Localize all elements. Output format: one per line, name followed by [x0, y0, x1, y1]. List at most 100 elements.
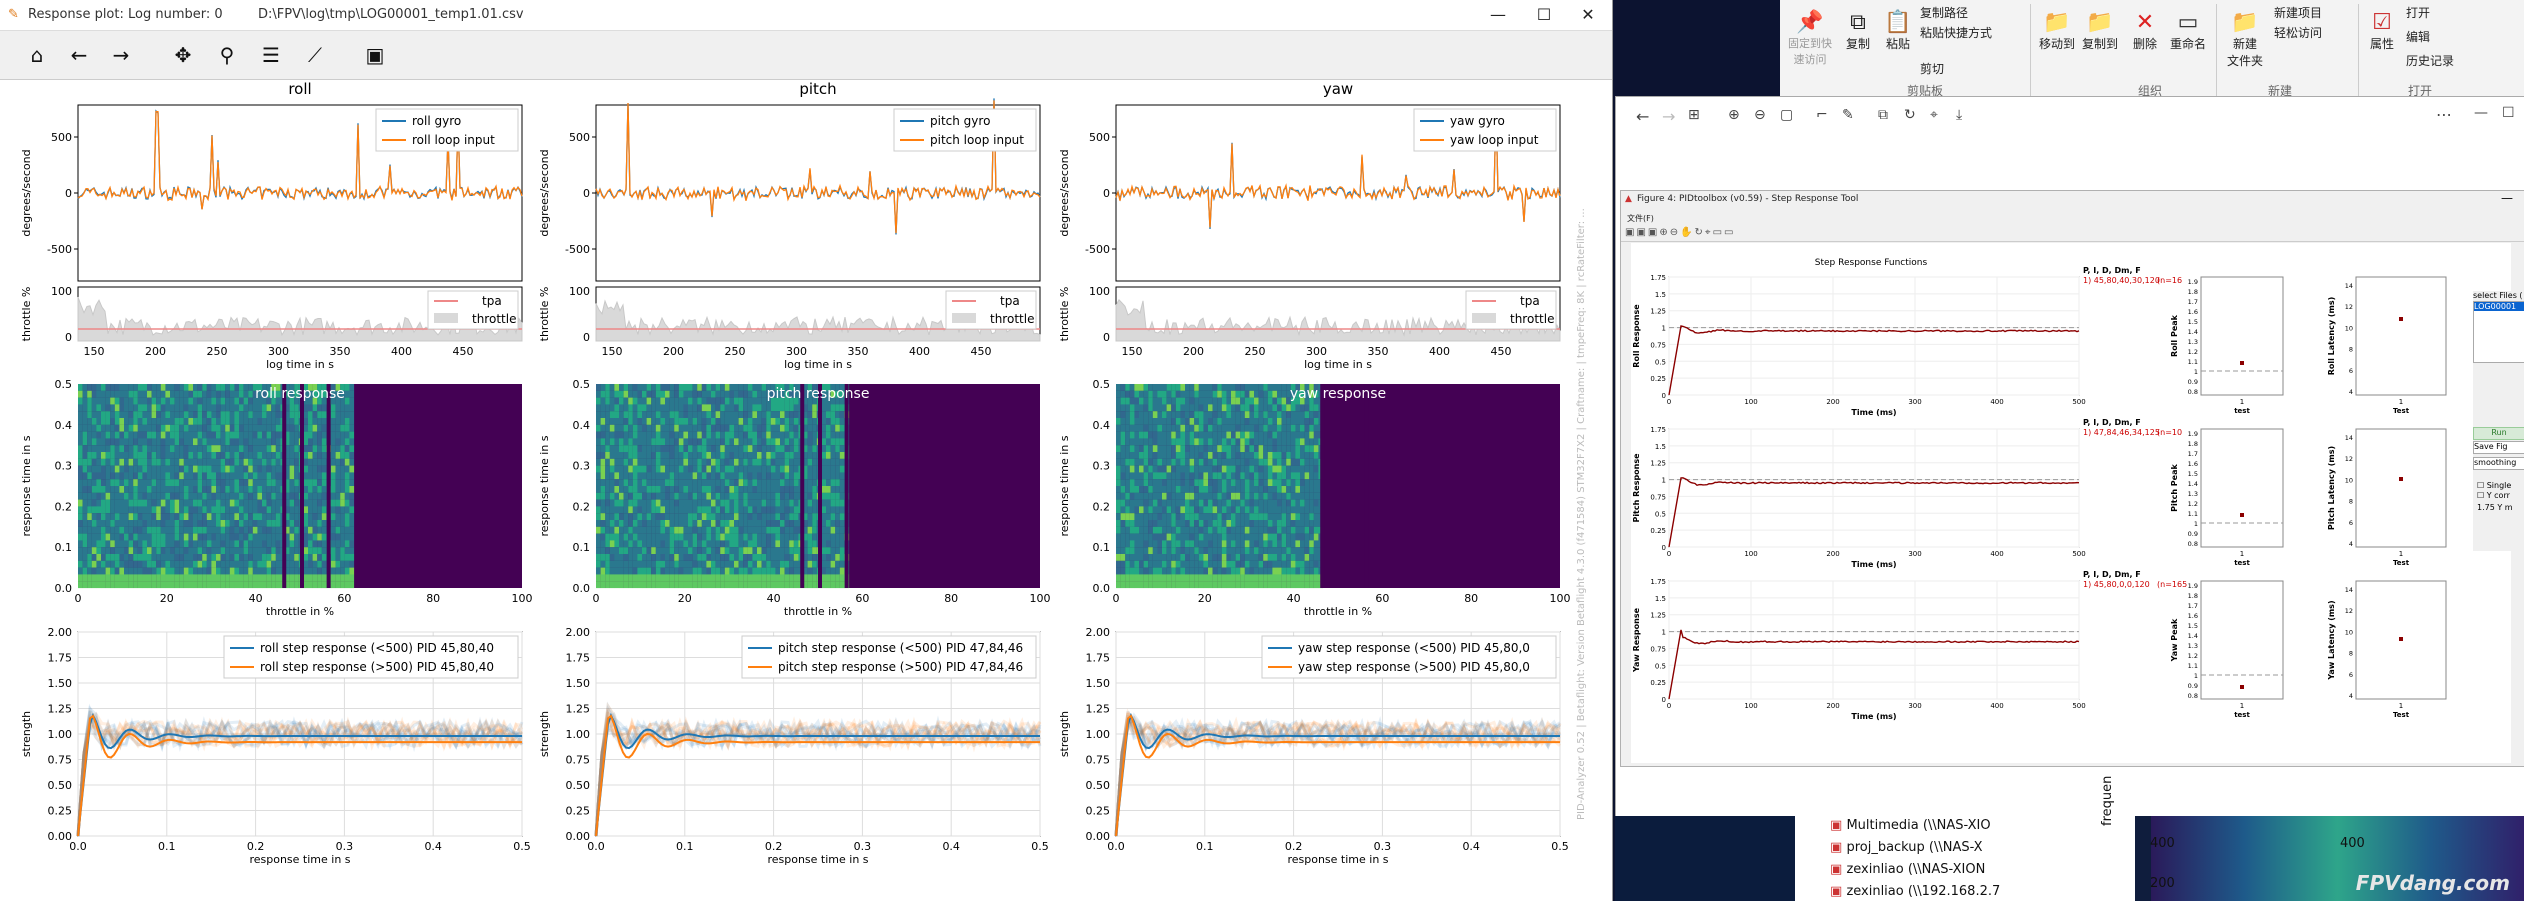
heatmap-cell	[1148, 513, 1153, 521]
heatmap-cell	[91, 479, 97, 487]
heatmap-cell	[257, 574, 263, 582]
heatmap-cell	[600, 499, 606, 507]
heatmap-cell	[91, 574, 97, 582]
heatmap-cell	[683, 404, 689, 412]
close-button[interactable]: ✕	[1581, 5, 1595, 24]
heatmap-cell	[637, 533, 643, 541]
heatmap-cell	[248, 452, 253, 459]
pan-icon[interactable]: ✥	[174, 43, 192, 67]
edit-axis-icon[interactable]: ⟋	[308, 43, 322, 67]
heatmap-cell	[317, 581, 322, 589]
heatmap-cell	[1139, 499, 1144, 507]
heatmap-cell	[669, 560, 675, 568]
window-titlebar[interactable]: ✎ Response plot: Log number: 0 D:\FPV\lo…	[0, 0, 1612, 31]
heatmap-cell	[1185, 445, 1190, 453]
legend-label: roll loop input	[412, 133, 495, 147]
heatmap-cell	[632, 411, 638, 419]
heatmap-cell	[605, 411, 610, 419]
home-icon[interactable]: ⌂	[30, 43, 44, 67]
heatmap-cell	[701, 472, 707, 480]
heatmap-cell	[78, 472, 83, 480]
heatmap-cell	[812, 397, 817, 405]
heatmap-cell	[317, 458, 322, 466]
maximize-button[interactable]: ☐	[1536, 5, 1552, 24]
heatmap-cell	[101, 445, 106, 453]
heatmap-cell	[183, 431, 189, 439]
heatmap-cell	[665, 526, 670, 534]
heatmap-cell	[669, 540, 675, 548]
heatmap-cell	[1304, 554, 1310, 561]
heatmap-cell	[133, 492, 138, 500]
heatmap-cell	[1272, 574, 1278, 582]
heatmap-cell	[1281, 513, 1287, 521]
heatmap-cell	[1249, 445, 1255, 453]
heatmap-cell	[1152, 438, 1158, 446]
heatmap-cell	[821, 567, 827, 575]
heatmap-cell	[660, 581, 666, 589]
heatmap-cell	[266, 540, 272, 548]
heatmap-cell	[243, 567, 249, 575]
heatmap-cell	[262, 418, 267, 425]
heatmap-cell	[757, 533, 762, 541]
heatmap-cell	[257, 540, 263, 548]
heatmap-cell	[206, 547, 212, 555]
heatmap-cell	[1221, 479, 1227, 487]
heatmap-cell	[697, 411, 702, 419]
heatmap-cell	[308, 424, 313, 432]
heatmap-cell	[738, 533, 744, 541]
heatmap-cell	[239, 554, 244, 561]
heatmap-cell	[660, 533, 666, 541]
heatmap-cell	[225, 513, 230, 521]
heatmap-cell	[110, 411, 115, 419]
heatmap-cell	[743, 452, 748, 459]
heatmap-cell	[600, 465, 606, 473]
heatmap-cell	[285, 479, 290, 487]
heatmap-cell	[252, 560, 258, 568]
heatmap-cell	[1148, 526, 1153, 534]
heatmap-cell	[335, 560, 341, 568]
heatmap-cell	[114, 560, 120, 568]
heatmap-cell	[711, 411, 716, 419]
heatmap-cell	[294, 418, 299, 425]
x-tick-label: 0	[75, 592, 82, 605]
heatmap-cell	[262, 452, 267, 459]
heatmap-cell	[830, 390, 836, 398]
zoom-icon[interactable]: ⚲	[219, 43, 235, 67]
heatmap-cell	[821, 458, 827, 466]
heatmap-cell	[665, 411, 670, 419]
forward-icon[interactable]: →	[112, 43, 130, 67]
heatmap-cell	[1171, 513, 1176, 521]
heatmap-cell	[600, 547, 606, 555]
y-tick-label: 0.4	[55, 419, 73, 432]
heatmap-cell	[303, 384, 309, 391]
heatmap-cell	[807, 390, 813, 398]
heatmap-cell	[692, 411, 698, 419]
heatmap-cell	[1300, 581, 1305, 589]
heatmap-cell	[747, 513, 753, 521]
heatmap-cell	[793, 574, 799, 582]
save-icon[interactable]: ▣	[365, 43, 385, 67]
heatmap-cell	[340, 479, 345, 487]
heatmap-cell	[220, 499, 226, 507]
heatmap-cell	[614, 479, 620, 487]
heatmap-cell	[665, 404, 670, 412]
heatmap-cell	[688, 411, 693, 419]
heatmap-cell	[1134, 533, 1140, 541]
heatmap-cell	[243, 560, 249, 568]
heatmap-cell	[761, 554, 767, 561]
heatmap-cell	[275, 554, 281, 561]
heatmap-cell	[596, 479, 601, 487]
heatmap-cell	[1267, 560, 1273, 568]
back-icon[interactable]: ←	[70, 43, 88, 67]
heatmap-cell	[669, 424, 675, 432]
minimize-button[interactable]: —	[1490, 5, 1506, 24]
heatmap-cell	[147, 404, 152, 412]
heatmap-cell	[151, 526, 157, 534]
heatmap-cell	[812, 458, 817, 466]
heatmap-cell	[91, 458, 97, 466]
heatmap-cell	[688, 472, 693, 480]
configure-icon[interactable]: ☰	[262, 43, 280, 67]
heatmap-cell	[646, 452, 652, 459]
heatmap-cell	[105, 424, 111, 432]
